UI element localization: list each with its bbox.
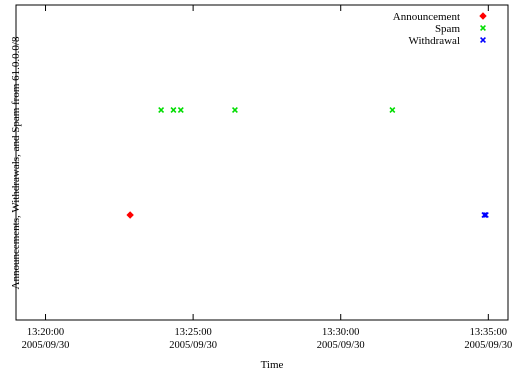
point-spam — [158, 107, 165, 113]
x-axis-title: Time — [261, 359, 284, 371]
x-tick-date-label: 2005/09/30 — [169, 340, 217, 351]
point-announcement — [126, 211, 134, 219]
legend-label: Spam — [435, 23, 461, 35]
legend-marker-announcement — [479, 12, 487, 20]
y-axis-title: Announcements, Withdrawals, and Spam fro… — [10, 36, 22, 289]
x-tick-date-label: 2005/09/30 — [464, 340, 512, 351]
x-tick-time-label: 13:30:00 — [322, 327, 359, 338]
plot-frame — [15, 4, 509, 321]
x-tick-time-label: 13:25:00 — [174, 327, 211, 338]
point-spam — [389, 107, 396, 113]
legend-label: Withdrawal — [409, 35, 460, 47]
legend-label: Announcement — [393, 11, 460, 23]
point-spam — [231, 107, 238, 113]
legend-marker-withdrawal — [480, 37, 486, 43]
point-withdrawal — [482, 212, 489, 218]
legend-marker-spam — [480, 25, 486, 31]
x-tick-date-label: 2005/09/30 — [317, 340, 365, 351]
x-axis: 13:20:00 2005/09/30 13:25:00 2005/09/30 13:3… — [22, 5, 512, 351]
x-tick-time-label: 13:35:00 — [470, 327, 507, 338]
point-spam — [170, 107, 177, 113]
data-marks — [126, 107, 489, 219]
point-withdrawal — [481, 212, 488, 218]
point-spam — [177, 107, 184, 113]
x-tick-date-label: 2005/09/30 — [22, 340, 70, 351]
x-tick-time-label: 13:20:00 — [27, 327, 64, 338]
